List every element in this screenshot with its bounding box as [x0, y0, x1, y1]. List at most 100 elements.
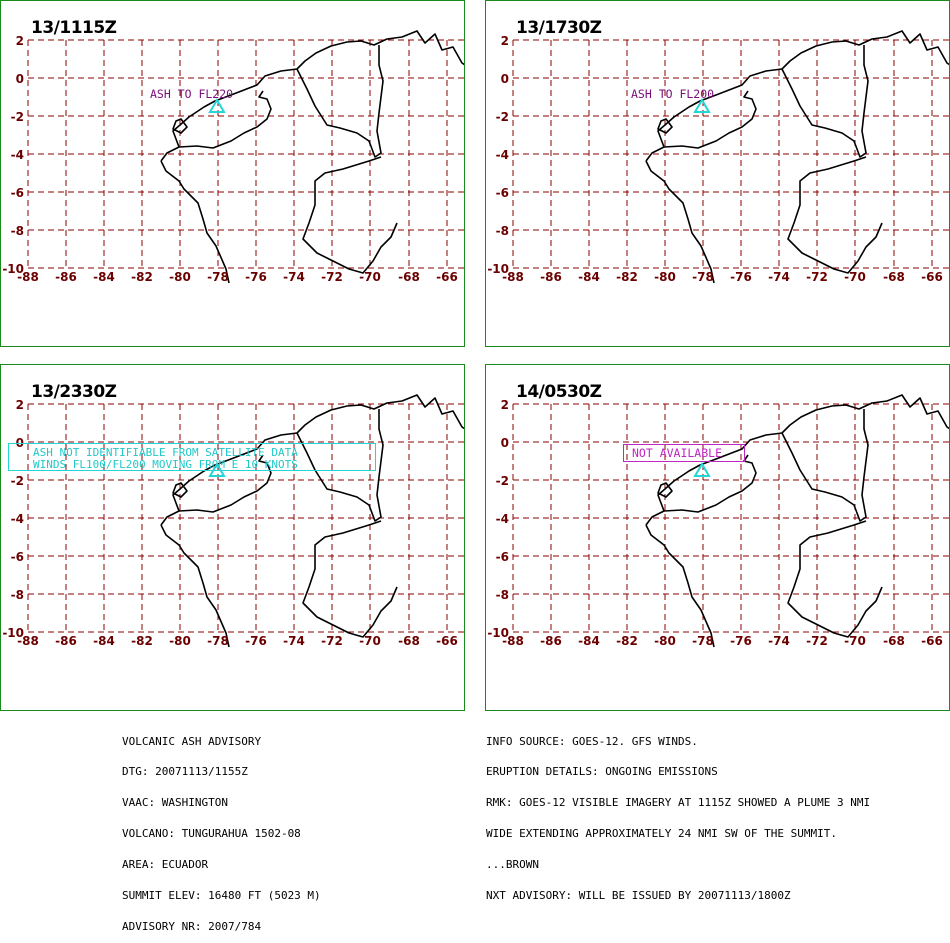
map-panel-4: 2 0 -2 -4 -6 -8 -10 -88 -86 -84 -82 -80 -78 -76 -74 -72… [485, 364, 950, 711]
lon-label: -76 [245, 270, 267, 284]
coastline [657, 482, 673, 498]
advisory-line: INFO SOURCE: GOES-12. GFS WINDS. [486, 734, 698, 748]
lon-label: -84 [93, 270, 115, 284]
lon-label: -72 [321, 634, 343, 648]
coastline [172, 482, 188, 498]
coastline [160, 160, 230, 284]
map-panel-1: 2 0 -2 -4 -6 -8 -10 -88 -86 -84 -82 -80 -78 -76 -74 -72… [0, 0, 465, 347]
coastline [296, 409, 384, 522]
lon-label: -84 [578, 634, 600, 648]
lon-label: -70 [844, 270, 866, 284]
lat-label: -6 [11, 186, 24, 200]
advisory-line: ADVISORY NR: 2007/784 [122, 919, 262, 933]
lat-label: -8 [11, 224, 24, 238]
lon-label: -70 [844, 634, 866, 648]
map-panel-2: 2 0 -2 -4 -6 -8 -10 -88 -86 -84 -82 -80 -78 -76 -74 -72… [485, 0, 950, 347]
coastline [787, 520, 883, 638]
coastline [160, 30, 464, 162]
lat-label: -6 [496, 186, 509, 200]
coastline [645, 30, 949, 162]
annotation-line: WINDS FL100/FL200 MOVING FROM E 10 KNOTS [33, 458, 298, 471]
lon-label: -82 [131, 634, 153, 648]
coastline [160, 524, 230, 648]
lon-label: -74 [768, 270, 790, 284]
lon-label: -68 [883, 634, 905, 648]
panel-time: 13/1730Z [516, 18, 602, 38]
advisory-line: RMK: GOES-12 VISIBLE IMAGERY AT 1115Z SH… [486, 796, 871, 810]
lon-label: -78 [692, 634, 714, 648]
lat-label: 2 [501, 34, 509, 48]
lat-label: 0 [501, 436, 509, 450]
ash-annotation: ASH TO FL220 [150, 88, 233, 101]
lon-label: -80 [654, 634, 676, 648]
advisory-line: DTG: 20071113/1155Z [122, 765, 248, 779]
lat-label: 2 [16, 398, 24, 412]
advisory-line: VOLCANIC ASH ADVISORY [122, 734, 262, 748]
lon-label: -80 [169, 270, 191, 284]
lat-label: -4 [11, 148, 24, 162]
lon-label: -88 [17, 634, 39, 648]
annotation-line: ASH TO FL220 [150, 87, 234, 101]
coastline [657, 118, 673, 134]
lat-label: -4 [11, 512, 24, 526]
lat-label: -10 [487, 262, 509, 276]
lon-label: -82 [131, 270, 153, 284]
lon-label: -78 [207, 634, 229, 648]
lon-label: -82 [616, 634, 638, 648]
coastline [302, 156, 398, 274]
advisory-info-left: VOLCANIC ASH ADVISORY DTG: 20071113/1155… [122, 716, 321, 943]
advisory-info-right: INFO SOURCE: GOES-12. GFS WINDS. ERUPTIO… [486, 716, 870, 912]
lon-label: -80 [654, 270, 676, 284]
lat-label: -2 [11, 474, 24, 488]
lon-label: -72 [321, 270, 343, 284]
lat-label: 0 [501, 72, 509, 86]
lon-label: -68 [398, 634, 420, 648]
advisory-line: VOLCANO: TUNGURAHUA 1502-08 [122, 827, 301, 841]
lon-label: -66 [436, 634, 458, 648]
lat-label: -8 [496, 588, 509, 602]
coastline [178, 90, 272, 149]
lon-label: -86 [55, 270, 77, 284]
map-svg: 20-2-4-6-8-10-88 -86 -84 -82 -80 -78 -76 -74 -72… [2, 394, 464, 648]
lon-label: -88 [502, 270, 524, 284]
advisory-line: SUMMIT ELEV: 16480 FT (5023 M) [122, 889, 321, 903]
lat-label: -4 [496, 512, 509, 526]
lat-label: -2 [496, 474, 509, 488]
panel-time: 14/0530Z [516, 382, 602, 402]
lon-label: -76 [245, 634, 267, 648]
advisory-line: WIDE EXTENDING APPROXIMATELY 24 NMI SW O… [486, 827, 837, 841]
lon-label: -70 [359, 634, 381, 648]
coastline [781, 409, 869, 522]
annotation-line: ASH TO FL200 [631, 87, 715, 101]
coastline [172, 118, 188, 134]
lat-label: -8 [11, 588, 24, 602]
lon-label: -88 [17, 270, 39, 284]
lon-label: -74 [283, 270, 305, 284]
triangle-icon [693, 462, 711, 477]
lat-label: -8 [496, 224, 509, 238]
lat-label: -4 [496, 148, 509, 162]
lat-label: -10 [487, 626, 509, 640]
lat-label: 0 [16, 72, 24, 86]
lon-label: -68 [398, 270, 420, 284]
coastline [645, 160, 715, 284]
lat-label: -6 [11, 550, 24, 564]
annotation-line: ASH NOT IDENTIFIABLE FROM SATELLITE DATA [33, 446, 298, 459]
coastline [663, 90, 757, 149]
map-svg: 20-2-4-6-8-10-88 -86 -84 -82 -80 -78 -76 -74 -72… [2, 30, 464, 284]
map-svg: 20-2-4-6-8-10-88 -86 -84 -82 -80 -78 -76 -74 -72… [487, 394, 949, 648]
advisory-line: ...BROWN [486, 858, 539, 872]
lat-label: 2 [501, 398, 509, 412]
lon-label: -70 [359, 270, 381, 284]
advisory-line: ERUPTION DETAILS: ONGOING EMISSIONS [486, 765, 718, 779]
lon-label: -78 [207, 270, 229, 284]
lon-label: -66 [436, 270, 458, 284]
lon-label: -80 [169, 634, 191, 648]
coastline [178, 454, 272, 513]
annotation-line: NOT AVAILABLE [632, 446, 723, 460]
lat-label: -10 [2, 262, 24, 276]
triangle-icon [208, 98, 226, 113]
lon-label: -86 [55, 634, 77, 648]
lon-label: -84 [93, 634, 115, 648]
lon-label: -74 [768, 634, 790, 648]
